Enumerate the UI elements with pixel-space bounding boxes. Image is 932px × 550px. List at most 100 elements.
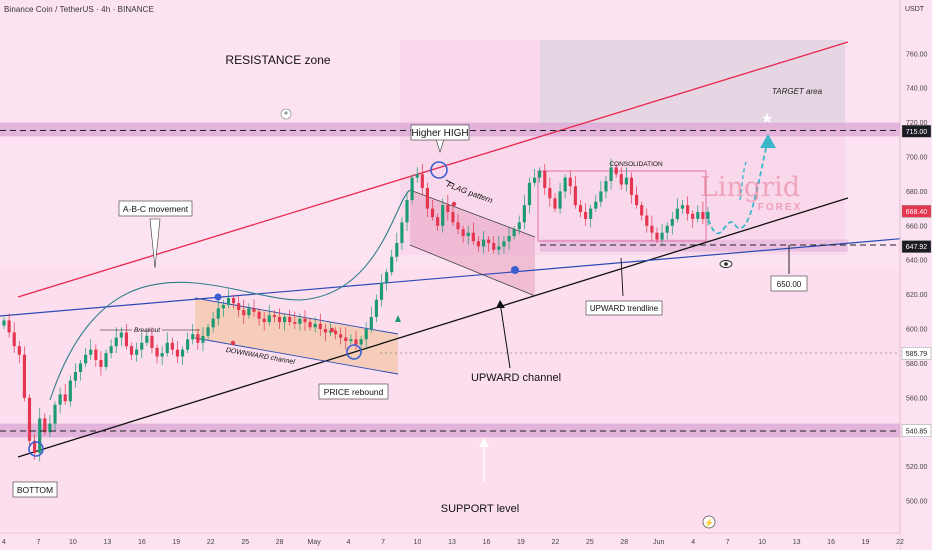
- candle-body: [109, 346, 113, 354]
- candle-body: [415, 174, 419, 178]
- candle-body: [645, 215, 649, 226]
- price-label-bg: [901, 424, 932, 437]
- candle-body: [655, 232, 659, 240]
- candle-body: [568, 177, 572, 187]
- candle-body: [272, 315, 276, 317]
- candle-body: [68, 380, 72, 402]
- candle-body: [7, 320, 11, 333]
- level-650-box: [770, 275, 808, 292]
- candle-body: [73, 372, 78, 381]
- bottom-marker: [28, 441, 44, 457]
- x-tick-label: 25: [586, 539, 594, 546]
- consolidation-label: CONSOLIDATION: [609, 161, 663, 168]
- price-rebound-box: [318, 383, 389, 400]
- top-pivot-dot: [214, 293, 222, 301]
- candle-body: [22, 354, 26, 398]
- candle-body: [701, 212, 705, 219]
- candle-body: [257, 311, 261, 319]
- x-tick-label: Jun: [653, 539, 664, 546]
- y-tick-label: 620.00: [906, 292, 928, 299]
- candle-body: [604, 181, 608, 192]
- candle-body: [532, 177, 537, 183]
- candle-body: [99, 359, 103, 367]
- candle-body: [481, 239, 486, 247]
- candle-body: [38, 418, 42, 453]
- candle-body: [451, 212, 455, 223]
- price-rebound-marker: [346, 344, 362, 360]
- candle-body: [680, 205, 685, 209]
- y-tick-label: 500.00: [906, 499, 928, 506]
- breakout-label: Breakout: [134, 327, 161, 334]
- overlay-layer: ★ ⚡ Lingrid FOREX: [0, 108, 900, 529]
- upward-channel-label: UPWARD channel: [471, 372, 561, 384]
- candle-body: [436, 217, 440, 226]
- time-axis: 4 7 10 13 16 19 22 25 28 May 4 7 10 13 16 19 22 25 28 Jun 4 7…: [0, 532, 904, 550]
- x-tick-label: 10: [758, 539, 766, 546]
- candle-body: [124, 332, 129, 347]
- flag-pivot-dot: [511, 266, 519, 274]
- candle-body: [145, 335, 149, 343]
- candle-body: [466, 232, 470, 237]
- candle-body: [262, 318, 266, 323]
- candle-body: [594, 201, 598, 209]
- candle-body: [558, 191, 562, 209]
- abc-callout-tail: [149, 218, 161, 269]
- upward-trendline: [0, 235, 932, 317]
- candle-body: [456, 222, 460, 230]
- candle-body: [237, 303, 241, 311]
- level-650-label: 650.00: [777, 280, 802, 289]
- candle-body: [58, 394, 62, 405]
- x-tick-label: 4: [691, 539, 695, 546]
- x-tick-label: 25: [241, 539, 249, 546]
- candle-body: [104, 353, 108, 367]
- candle-body: [706, 212, 710, 219]
- y-tick-label: 680.00: [906, 189, 928, 196]
- candle-body: [288, 316, 292, 323]
- higher-high-label: Higher HIGH: [411, 128, 468, 139]
- upward-trendline-box: [585, 300, 663, 316]
- candle-body: [27, 397, 32, 441]
- candle-body: [379, 282, 384, 300]
- candle-body: [553, 198, 557, 209]
- abc-movement-label: A-B-C movement: [123, 204, 189, 214]
- x-tick-label: May: [308, 539, 322, 546]
- candle-body: [670, 218, 674, 226]
- x-tick-label: 13: [103, 539, 111, 546]
- candle-body: [374, 299, 378, 317]
- red-dot-1: [230, 340, 236, 346]
- resistance-zone-label: RESISTANCE zone: [225, 53, 330, 67]
- x-tick-label: 4: [347, 539, 351, 546]
- candle-body: [43, 418, 47, 433]
- x-tick-label: 13: [793, 539, 801, 546]
- candle-body: [619, 174, 623, 185]
- x-tick-label: 16: [827, 539, 835, 546]
- candle-body: [48, 423, 52, 433]
- candle-body: [497, 246, 501, 250]
- y-tick-label: 700.00: [906, 155, 928, 162]
- flag-pointer: [445, 179, 455, 185]
- projection-curve: [705, 139, 769, 235]
- watermark-sub: FOREX: [758, 202, 802, 213]
- location-pin-icon: [280, 108, 292, 120]
- zones-layer: [0, 40, 900, 530]
- y-tick-label: 760.00: [906, 51, 928, 58]
- higher-high-marker: [430, 161, 448, 179]
- eye-icon: [719, 260, 733, 268]
- watermark-brand: Lingrid: [700, 172, 800, 203]
- candle-body: [517, 222, 521, 230]
- candle-body: [150, 335, 154, 348]
- price-label-bg: [901, 124, 932, 138]
- candle-body: [201, 335, 205, 343]
- y-tick-label: 580.00: [906, 361, 928, 368]
- red-dot-2: [329, 327, 335, 333]
- y-tick-label: 560.00: [906, 395, 928, 402]
- candle-body: [211, 318, 215, 328]
- trendline-pointer: [620, 257, 624, 297]
- upward-channel-pointer-head: [496, 300, 505, 308]
- candle-body: [313, 323, 317, 328]
- candle-body: [385, 272, 389, 283]
- y-tick-label: 600.00: [906, 327, 928, 334]
- candle-body: [522, 205, 526, 223]
- bottom-box: [12, 481, 58, 498]
- candle-body: [119, 332, 123, 338]
